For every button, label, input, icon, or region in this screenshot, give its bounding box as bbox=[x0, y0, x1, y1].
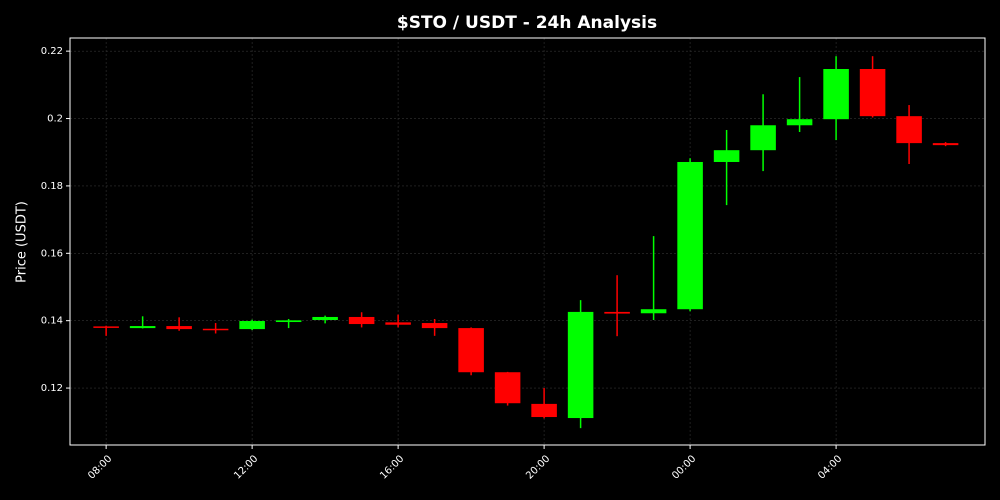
candle-body bbox=[421, 323, 448, 329]
candles bbox=[93, 56, 959, 429]
candle-body bbox=[129, 326, 156, 329]
candle-body bbox=[531, 403, 557, 418]
grid bbox=[70, 38, 985, 445]
candle-body bbox=[750, 125, 776, 151]
candle-body bbox=[312, 316, 338, 321]
candle-body bbox=[640, 309, 667, 314]
candle-body bbox=[567, 311, 594, 419]
candle-body bbox=[932, 143, 959, 146]
candle-body bbox=[859, 68, 886, 117]
y-tick-label: 0.14 bbox=[41, 316, 63, 327]
y-tick-label: 0.12 bbox=[41, 383, 63, 394]
y-tick-label: 0.16 bbox=[41, 248, 63, 259]
plot-frame bbox=[69, 37, 986, 446]
candle-body bbox=[348, 316, 375, 325]
chart-title: $STO / USDT - 24h Analysis bbox=[397, 13, 657, 33]
candle-body bbox=[604, 311, 630, 314]
y-axis-label: Price (USDT) bbox=[15, 201, 30, 283]
candle-body bbox=[202, 328, 229, 331]
candle-body bbox=[166, 326, 192, 330]
candle-body bbox=[713, 150, 740, 162]
candle-body bbox=[275, 320, 302, 323]
candle-body bbox=[458, 328, 484, 373]
y-tick-label: 0.22 bbox=[41, 46, 63, 57]
candle-body bbox=[823, 68, 849, 120]
y-tick-label: 0.2 bbox=[47, 114, 63, 125]
candle-body bbox=[93, 326, 119, 328]
candle-body bbox=[786, 119, 813, 126]
y-tick-label: 0.18 bbox=[41, 181, 63, 192]
candle-body bbox=[385, 322, 411, 325]
candle-body bbox=[677, 161, 703, 310]
candle-body bbox=[494, 372, 521, 404]
candle-body bbox=[239, 321, 265, 330]
candle-body bbox=[896, 116, 922, 144]
